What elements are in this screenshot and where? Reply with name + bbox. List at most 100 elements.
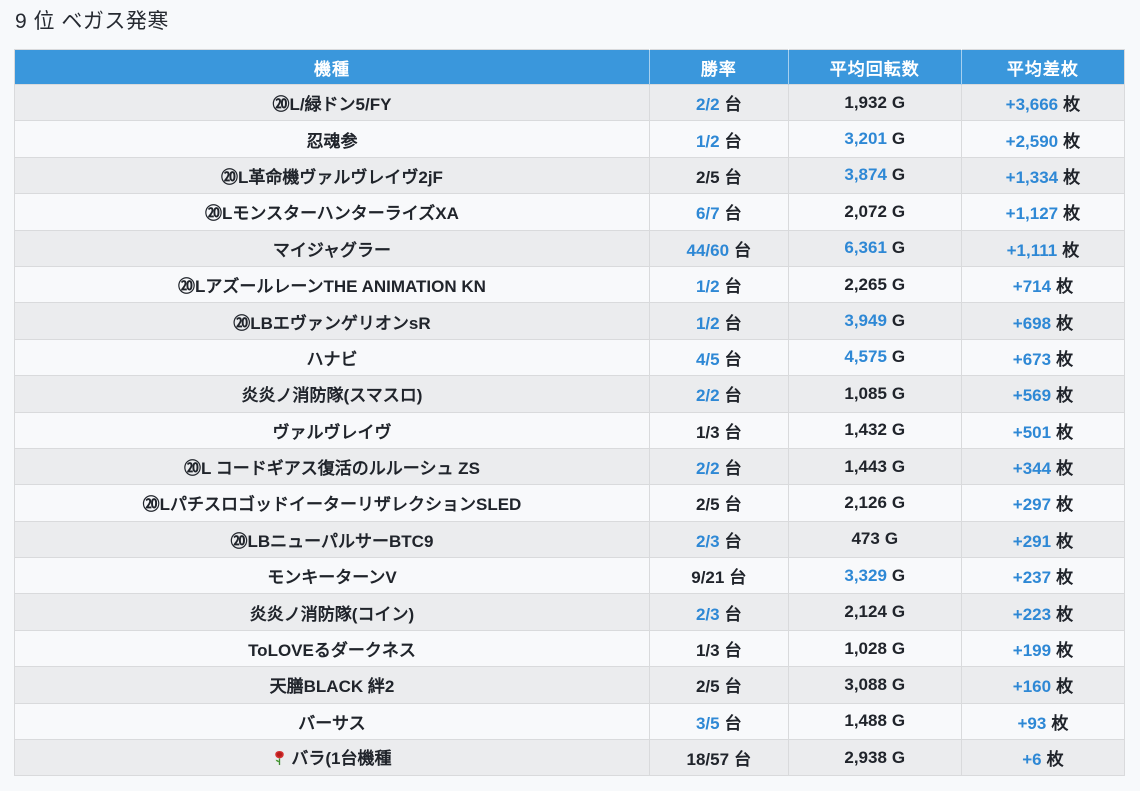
avg-diff-cell: +501 枚 (960, 411, 1126, 449)
win-rate-value: 2/5 (695, 167, 720, 187)
win-rate-cell: 2/3 台 (648, 593, 789, 631)
machine-name-cell: ⑳L革命機ヴァルヴレイヴ2jF (14, 156, 650, 195)
avg-spins-value: 3,874 (844, 165, 887, 185)
avg-diff-cell: +160 枚 (960, 666, 1126, 704)
avg-spins-unit: G (891, 711, 906, 731)
avg-diff-value: +291 (1012, 531, 1052, 551)
table-row: マイジャグラー 44/60 台 6,361 G +1,111 枚 (14, 229, 1126, 267)
avg-diff-unit: 枚 (1063, 95, 1081, 115)
win-rate-cell: 1/2 台 (648, 302, 789, 340)
avg-diff-value: +237 (1012, 568, 1052, 588)
avg-diff-cell: +714 枚 (960, 265, 1126, 304)
page-title: 9 位 ベガス発寒 (15, 10, 169, 33)
avg-spins-cell: 1,932 G (787, 83, 962, 122)
avg-diff-value: +93 (1017, 713, 1047, 733)
avg-diff-value: +160 (1012, 677, 1052, 697)
machine-name-cell: モンキーターンV (14, 557, 650, 595)
avg-spins-unit: G (891, 311, 906, 331)
machine-name: ⑳L コードギアス復活のルルーシュ ZS (184, 459, 480, 479)
avg-diff-value: +569 (1012, 386, 1052, 406)
avg-diff-unit: 枚 (1056, 277, 1074, 297)
win-rate-cell: 1/2 台 (648, 120, 789, 158)
avg-diff-value: +714 (1012, 277, 1052, 297)
machine-name-cell: ⑳LBエヴァンゲリオンsR (14, 302, 650, 340)
win-rate-cell: 3/5 台 (648, 702, 789, 741)
win-rate-unit: 台 (724, 641, 742, 661)
win-rate-unit: 台 (724, 422, 742, 442)
win-rate-value: 1/2 (695, 277, 720, 297)
avg-diff-value: +673 (1012, 349, 1052, 369)
machine-name-cell: ヴァルヴレイヴ (14, 411, 650, 449)
win-rate-value: 2/5 (695, 495, 720, 515)
avg-diff-value: +344 (1012, 459, 1052, 479)
table-header: 機種 勝率 平均回転数 平均差枚 (14, 49, 1125, 85)
machine-name-cell: マイジャグラー (14, 229, 650, 267)
win-rate-unit: 台 (724, 459, 742, 479)
win-rate-value: 6/7 (695, 204, 720, 224)
avg-spins-unit: G (891, 92, 906, 112)
machine-name: ヴァルヴレイヴ (272, 422, 392, 442)
win-rate-cell: 2/2 台 (648, 447, 789, 486)
win-rate-cell: 2/5 台 (648, 156, 789, 195)
win-rate-cell: 44/60 台 (648, 229, 789, 267)
avg-diff-cell: +673 枚 (960, 338, 1126, 377)
avg-spins-cell: 1,432 G (787, 411, 962, 449)
avg-spins-cell: 3,201 G (787, 120, 962, 158)
avg-spins-value: 3,088 (844, 674, 887, 694)
win-rate-unit: 台 (724, 204, 742, 224)
machine-name: 炎炎ノ消防隊(コイン) (249, 604, 415, 624)
machine-name-cell: バラ(1台機種 (14, 739, 650, 777)
win-rate-value: 1/2 (695, 313, 720, 333)
col-header-machine: 機種 (14, 49, 650, 85)
col-header-win-rate: 勝率 (649, 49, 789, 85)
win-rate-value: 1/3 (695, 422, 720, 442)
win-rate-unit: 台 (724, 313, 742, 333)
machine-name: 炎炎ノ消防隊(スマスロ) (241, 386, 423, 406)
table-row: ⑳L/緑ドン5/FY 2/2 台 1,932 G +3,666 枚 (14, 83, 1126, 122)
avg-diff-unit: 枚 (1063, 167, 1081, 187)
avg-spins-unit: G (891, 747, 906, 767)
avg-spins-unit: G (891, 602, 906, 622)
avg-diff-unit: 枚 (1056, 349, 1074, 369)
avg-spins-cell: 1,443 G (787, 447, 962, 486)
avg-spins-unit: G (891, 274, 906, 294)
avg-diff-cell: +93 枚 (960, 702, 1126, 741)
avg-diff-unit: 枚 (1056, 641, 1074, 661)
machine-name: マイジャグラー (272, 240, 392, 260)
machine-name-cell: ToLOVEるダークネス (14, 629, 650, 668)
win-rate-cell: 18/57 台 (648, 739, 789, 777)
machine-name: ⑳LモンスターハンターライズXA (205, 204, 459, 224)
avg-spins-value: 1,028 (844, 638, 887, 658)
machine-name: ⑳L革命機ヴァルヴレイヴ2jF (220, 167, 443, 187)
table-row: 忍魂参 1/2 台 3,201 G +2,590 枚 (14, 120, 1126, 158)
avg-spins-unit: G (891, 201, 906, 221)
avg-spins-value: 473 (851, 529, 880, 549)
avg-diff-cell: +1,127 枚 (960, 193, 1126, 231)
win-rate-cell: 6/7 台 (648, 193, 789, 231)
avg-spins-value: 2,265 (844, 274, 887, 294)
avg-diff-cell: +291 枚 (960, 520, 1126, 559)
table-row: 炎炎ノ消防隊(スマスロ) 2/2 台 1,085 G +569 枚 (14, 375, 1126, 413)
avg-diff-value: +297 (1012, 495, 1052, 515)
machine-name: ⑳L/緑ドン5/FY (272, 95, 392, 115)
machine-name: 天膳BLACK 絆2 (269, 677, 395, 697)
avg-diff-cell: +1,334 枚 (960, 156, 1126, 195)
table-row: 天膳BLACK 絆2 2/5 台 3,088 G +160 枚 (14, 666, 1126, 704)
avg-diff-unit: 枚 (1056, 313, 1074, 333)
machine-name-cell: ⑳L/緑ドン5/FY (14, 83, 650, 122)
win-rate-value: 3/5 (695, 713, 720, 733)
avg-diff-cell: +344 枚 (960, 447, 1126, 486)
machine-name-cell: ⑳L コードギアス復活のルルーシュ ZS (14, 447, 650, 486)
win-rate-value: 18/57 (686, 750, 730, 770)
avg-spins-cell: 2,938 G (787, 739, 962, 777)
machine-name: バーサス (298, 713, 366, 733)
avg-spins-cell: 2,265 G (787, 265, 962, 304)
avg-diff-value: +3,666 (1005, 95, 1059, 115)
avg-spins-cell: 3,329 G (787, 557, 962, 595)
win-rate-unit: 台 (724, 495, 742, 515)
avg-diff-unit: 枚 (1056, 677, 1074, 697)
header-row: 機種 勝率 平均回転数 平均差枚 (14, 49, 1125, 85)
win-rate-value: 9/21 (691, 568, 725, 588)
win-rate-unit: 台 (724, 713, 742, 733)
